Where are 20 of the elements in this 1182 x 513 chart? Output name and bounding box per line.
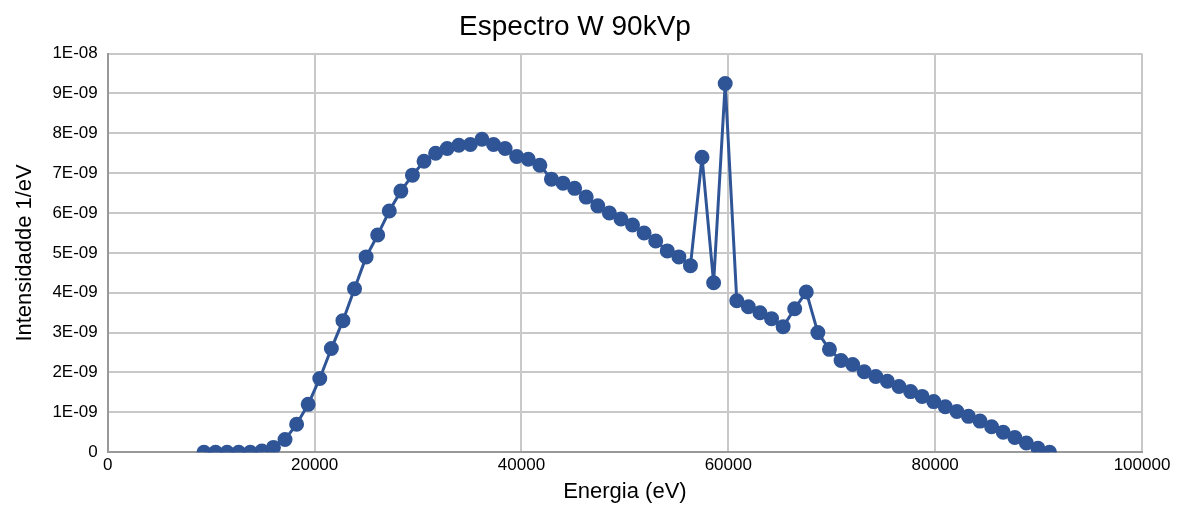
x-tick-label: 60000 <box>704 455 752 475</box>
y-tick-label: 5E-09 <box>52 242 98 262</box>
x-tick-label: 20000 <box>290 455 339 475</box>
y-axis-title: Intensidadde 1/eV <box>11 163 37 342</box>
y-tick-label: 3E-09 <box>52 322 98 342</box>
y-tick-label: 9E-09 <box>52 83 98 103</box>
y-tick-label: 7E-09 <box>52 162 98 182</box>
x-axis-title: Energia (eV) <box>563 477 687 503</box>
y-tick-label: 1E-09 <box>52 402 98 422</box>
y-tick-label: 4E-09 <box>52 282 98 302</box>
y-tick-label: 0 <box>88 441 98 461</box>
y-tick-label: 1E-08 <box>52 43 98 63</box>
x-tick-label: 40000 <box>497 455 546 475</box>
x-tick-label: 80000 <box>911 455 959 475</box>
y-tick-label: 2E-09 <box>52 362 98 382</box>
x-tick-label: 0 <box>103 455 113 475</box>
x-tick-label: 100000 <box>1113 455 1171 475</box>
y-tick-label: 8E-09 <box>52 123 98 143</box>
y-tick-label: 6E-09 <box>52 202 98 222</box>
chart-title: Espectro W 90kVp <box>459 9 691 41</box>
